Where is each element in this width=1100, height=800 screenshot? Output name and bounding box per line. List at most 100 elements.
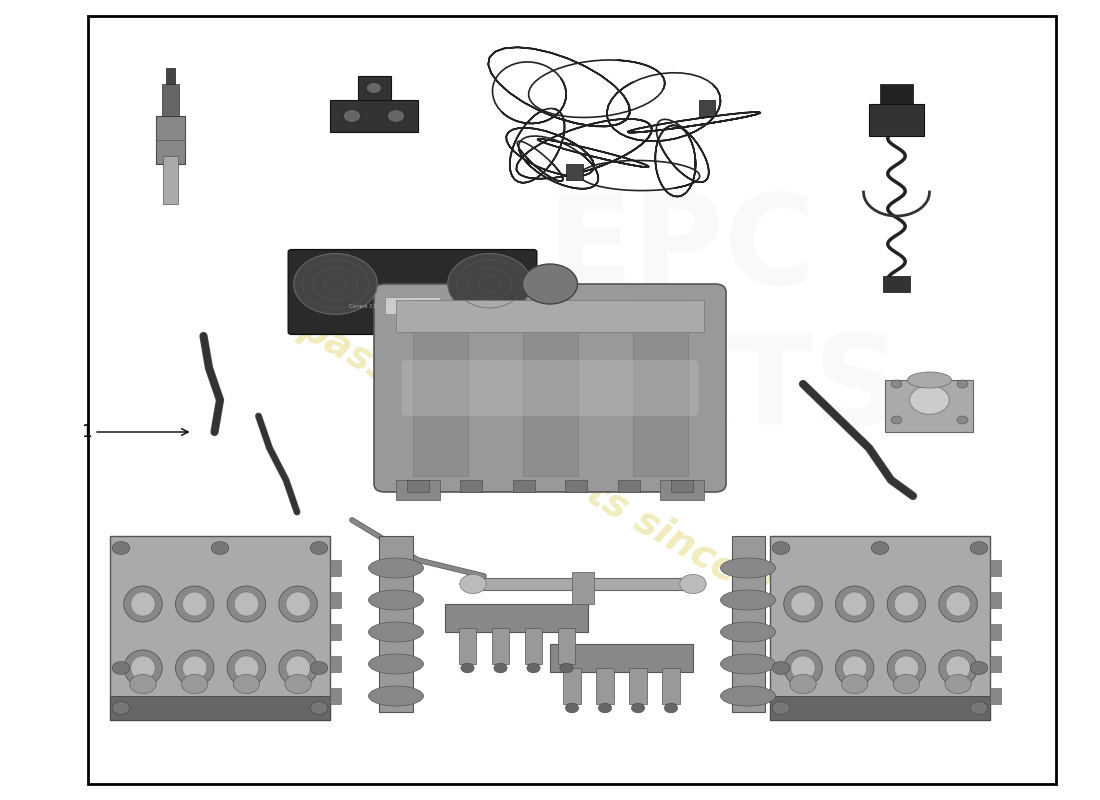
Bar bbox=[566, 164, 583, 180]
Bar bbox=[412, 300, 468, 476]
Circle shape bbox=[871, 542, 889, 554]
Ellipse shape bbox=[720, 558, 775, 578]
Ellipse shape bbox=[368, 590, 424, 610]
Ellipse shape bbox=[836, 650, 874, 686]
Bar bbox=[662, 668, 680, 704]
Bar bbox=[396, 300, 704, 332]
Bar bbox=[385, 297, 440, 314]
Ellipse shape bbox=[368, 654, 424, 674]
Circle shape bbox=[893, 674, 920, 694]
Bar bbox=[166, 68, 175, 84]
Bar bbox=[110, 696, 330, 720]
Circle shape bbox=[680, 574, 706, 594]
Circle shape bbox=[970, 662, 988, 674]
Circle shape bbox=[460, 574, 486, 594]
Circle shape bbox=[130, 674, 156, 694]
Ellipse shape bbox=[894, 656, 918, 680]
Ellipse shape bbox=[131, 592, 155, 616]
Ellipse shape bbox=[123, 586, 163, 622]
Circle shape bbox=[522, 264, 578, 304]
Bar bbox=[698, 100, 715, 116]
Circle shape bbox=[891, 416, 902, 424]
Ellipse shape bbox=[368, 622, 424, 642]
Ellipse shape bbox=[183, 592, 207, 616]
Bar bbox=[632, 300, 688, 476]
Bar bbox=[330, 656, 341, 672]
Circle shape bbox=[910, 386, 949, 414]
Circle shape bbox=[448, 254, 531, 314]
Bar bbox=[869, 104, 924, 136]
Circle shape bbox=[310, 702, 328, 714]
Bar bbox=[379, 536, 412, 712]
Bar bbox=[770, 536, 990, 720]
Bar bbox=[330, 560, 341, 576]
Bar bbox=[558, 628, 575, 664]
Bar bbox=[990, 624, 1001, 640]
Text: EXCLUSIVE
PORSCHE: EXCLUSIVE PORSCHE bbox=[430, 308, 450, 317]
Ellipse shape bbox=[783, 586, 823, 622]
Text: passion for parts since 1985: passion for parts since 1985 bbox=[294, 308, 850, 652]
Bar bbox=[162, 84, 179, 116]
Circle shape bbox=[343, 110, 361, 122]
Circle shape bbox=[772, 542, 790, 554]
Circle shape bbox=[285, 674, 311, 694]
Bar bbox=[459, 628, 476, 664]
Bar bbox=[990, 656, 1001, 672]
Bar bbox=[732, 536, 764, 712]
Ellipse shape bbox=[946, 592, 970, 616]
Bar bbox=[770, 696, 990, 720]
Ellipse shape bbox=[123, 650, 163, 686]
Ellipse shape bbox=[368, 686, 424, 706]
Ellipse shape bbox=[791, 592, 815, 616]
Circle shape bbox=[970, 702, 988, 714]
Bar bbox=[880, 84, 913, 104]
Bar bbox=[460, 480, 482, 492]
Ellipse shape bbox=[720, 622, 775, 642]
Bar bbox=[407, 480, 429, 492]
Bar bbox=[330, 592, 341, 608]
Circle shape bbox=[772, 662, 790, 674]
Bar bbox=[618, 480, 640, 492]
Ellipse shape bbox=[176, 650, 213, 686]
Bar bbox=[513, 480, 535, 492]
Circle shape bbox=[112, 702, 130, 714]
Bar bbox=[330, 624, 341, 640]
Bar bbox=[522, 300, 578, 476]
Circle shape bbox=[527, 663, 540, 673]
Circle shape bbox=[598, 703, 612, 713]
Circle shape bbox=[211, 542, 229, 554]
Ellipse shape bbox=[791, 656, 815, 680]
Bar bbox=[883, 276, 910, 292]
Ellipse shape bbox=[836, 586, 874, 622]
Circle shape bbox=[945, 674, 971, 694]
Ellipse shape bbox=[368, 558, 424, 578]
Text: Carrera 3.8: Carrera 3.8 bbox=[349, 304, 377, 309]
Ellipse shape bbox=[286, 592, 310, 616]
Bar bbox=[550, 644, 693, 672]
FancyBboxPatch shape bbox=[288, 250, 537, 334]
Ellipse shape bbox=[176, 586, 213, 622]
Circle shape bbox=[310, 662, 328, 674]
Bar bbox=[990, 688, 1001, 704]
Text: EPC
PARTS: EPC PARTS bbox=[461, 190, 903, 450]
Bar bbox=[492, 628, 509, 664]
Ellipse shape bbox=[783, 650, 823, 686]
Bar bbox=[446, 604, 588, 632]
Bar bbox=[330, 688, 341, 704]
Circle shape bbox=[366, 82, 382, 94]
Ellipse shape bbox=[183, 656, 207, 680]
Text: 1: 1 bbox=[80, 423, 188, 441]
Circle shape bbox=[842, 674, 868, 694]
Bar bbox=[88, 16, 1056, 784]
FancyBboxPatch shape bbox=[402, 360, 698, 416]
Circle shape bbox=[891, 380, 902, 388]
Circle shape bbox=[560, 663, 573, 673]
Bar bbox=[990, 560, 1001, 576]
FancyBboxPatch shape bbox=[374, 284, 726, 492]
Ellipse shape bbox=[939, 586, 978, 622]
Bar bbox=[358, 76, 390, 100]
Ellipse shape bbox=[843, 656, 867, 680]
Ellipse shape bbox=[887, 586, 926, 622]
Bar bbox=[473, 578, 693, 590]
Bar bbox=[660, 480, 704, 500]
